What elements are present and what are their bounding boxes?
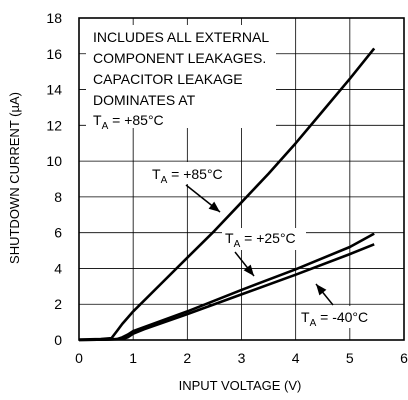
y-tick-label: 10 <box>46 153 62 169</box>
arrow-85c <box>185 184 221 213</box>
leakage-note: INCLUDES ALL EXTERNAL COMPONENT LEAKAGES… <box>86 25 276 132</box>
x-tick-label: 0 <box>75 350 83 366</box>
x-tick-label: 6 <box>400 350 408 366</box>
note-temperature: TA = +85°C <box>93 112 164 132</box>
note-line-2: COMPONENT LEAKAGES. <box>93 50 266 66</box>
label-background <box>222 228 306 250</box>
y-tick-label: 6 <box>54 225 62 241</box>
series-line-85c <box>78 47 376 341</box>
series-label-85c: TA = +85°C <box>149 162 231 186</box>
label-text: TA = -40°C <box>301 309 368 329</box>
y-tick-label: 18 <box>46 10 62 26</box>
series-label-minus40c: TA = -40°C <box>298 306 386 329</box>
arrow-head <box>316 284 327 296</box>
series-label-25c: TA = +25°C <box>222 228 306 250</box>
y-tick-label: 4 <box>54 260 62 276</box>
x-axis-title: INPUT VOLTAGE (V) <box>179 378 302 393</box>
x-tick-label: 5 <box>346 350 354 366</box>
y-tick-label: 12 <box>46 117 62 133</box>
arrow-head <box>243 264 254 276</box>
y-tick-label: 8 <box>54 189 62 205</box>
note-background <box>86 25 276 128</box>
arrow-25c <box>234 251 255 277</box>
y-tick-label: 2 <box>54 296 62 312</box>
y-tick-label: 16 <box>46 46 62 62</box>
label-text: TA = +85°C <box>152 166 223 186</box>
x-tick-label: 1 <box>129 350 137 366</box>
y-tick-label: 14 <box>46 82 62 98</box>
note-line-3: CAPACITOR LEAKAGE <box>93 71 243 87</box>
y-tick-label: 0 <box>54 332 62 348</box>
x-tick-label: 2 <box>183 350 191 366</box>
note-line-1: INCLUDES ALL EXTERNAL <box>93 29 269 45</box>
label-arrows <box>185 184 334 306</box>
arrow-head <box>208 201 220 212</box>
note-line-4: DOMINATES AT <box>93 92 196 108</box>
arrow-minus40c <box>315 283 334 306</box>
label-background <box>298 306 386 328</box>
y-axis-title: SHUTDOWN CURRENT (µA) <box>7 92 22 264</box>
label-text: TA = +25°C <box>225 230 296 250</box>
x-tick-label: 4 <box>292 350 300 366</box>
x-tick-label: 3 <box>238 350 246 366</box>
plot-frame <box>78 17 405 341</box>
label-background <box>149 162 231 184</box>
